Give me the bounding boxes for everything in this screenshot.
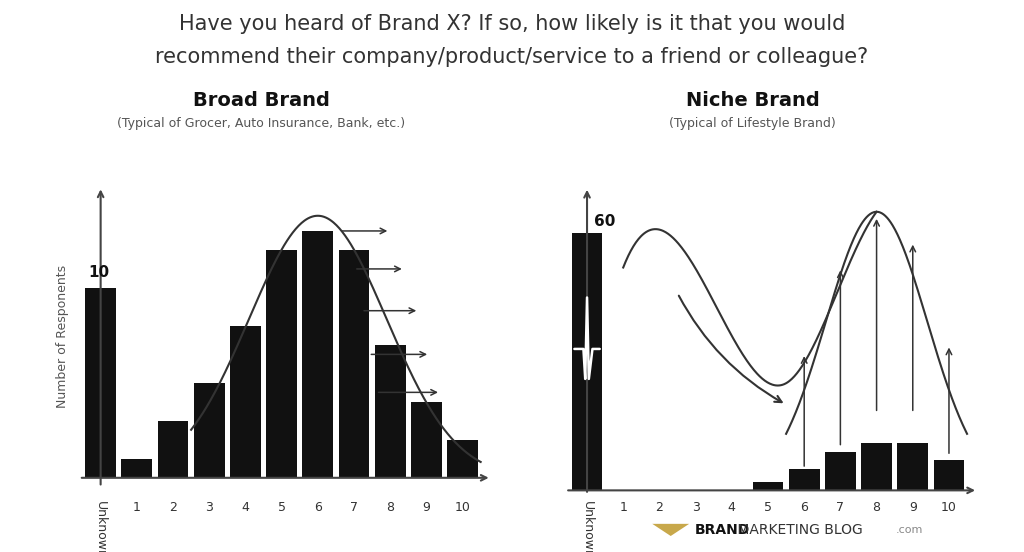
Text: BRAND: BRAND (694, 523, 750, 537)
Bar (571, 233, 602, 490)
Text: 60: 60 (594, 214, 615, 229)
Bar (266, 250, 297, 478)
Bar (934, 460, 965, 490)
Bar (122, 459, 153, 478)
Y-axis label: Number of Responents: Number of Responents (56, 265, 69, 408)
Bar (411, 402, 441, 478)
Text: .com: .com (896, 525, 924, 535)
Bar (897, 443, 928, 490)
Bar (375, 345, 406, 478)
Text: (Typical of Grocer, Auto Insurance, Bank, etc.): (Typical of Grocer, Auto Insurance, Bank… (117, 116, 406, 130)
Bar (230, 326, 261, 478)
Text: recommend their company/product/service to a friend or colleague?: recommend their company/product/service … (156, 47, 868, 67)
Bar (339, 250, 370, 478)
Text: Broad Brand: Broad Brand (193, 92, 330, 110)
Bar (861, 443, 892, 490)
Bar (302, 231, 333, 478)
Text: (Typical of Lifestyle Brand): (Typical of Lifestyle Brand) (670, 116, 836, 130)
Bar (753, 482, 783, 490)
Bar (788, 469, 819, 490)
Bar (85, 288, 116, 478)
Bar (447, 440, 478, 478)
Bar (825, 452, 856, 490)
Text: Have you heard of Brand X? If so, how likely is it that you would: Have you heard of Brand X? If so, how li… (179, 14, 845, 34)
Bar (158, 421, 188, 478)
Bar (194, 383, 224, 478)
Text: MARKETING BLOG: MARKETING BLOG (733, 523, 863, 537)
Text: Niche Brand: Niche Brand (686, 92, 819, 110)
Text: 10: 10 (88, 266, 110, 280)
